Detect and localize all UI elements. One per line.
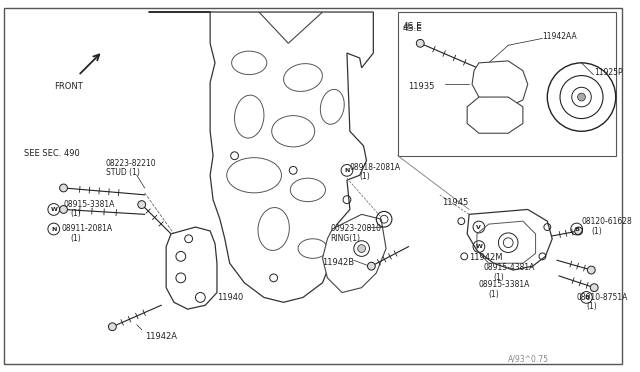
Text: (1): (1) (70, 209, 81, 218)
Text: SEE SEC. 490: SEE SEC. 490 (24, 149, 80, 158)
Text: N: N (51, 227, 56, 231)
Text: 00923-20810: 00923-20810 (330, 224, 381, 233)
Circle shape (367, 262, 375, 270)
Ellipse shape (321, 89, 344, 124)
Polygon shape (148, 12, 373, 302)
Text: 08223-82210: 08223-82210 (106, 158, 156, 168)
Text: 08915-3381A: 08915-3381A (63, 200, 115, 209)
Ellipse shape (291, 178, 326, 202)
Text: (1): (1) (493, 273, 504, 282)
Text: FRONT: FRONT (54, 83, 83, 92)
Ellipse shape (232, 51, 267, 74)
Text: 08010-8751A: 08010-8751A (577, 292, 628, 302)
Circle shape (138, 201, 146, 208)
Text: 11942M: 11942M (469, 253, 502, 262)
Text: 08918-2081A: 08918-2081A (350, 163, 401, 171)
Circle shape (60, 184, 67, 192)
Text: 08120-61628: 08120-61628 (582, 217, 632, 226)
Ellipse shape (272, 116, 315, 147)
Circle shape (109, 323, 116, 331)
Text: 4S.E: 4S.E (403, 22, 422, 31)
Text: 4S.E: 4S.E (403, 24, 422, 33)
Text: 11942A: 11942A (145, 331, 177, 341)
Text: 11925P: 11925P (594, 68, 623, 77)
Circle shape (578, 93, 586, 101)
Text: RING(1): RING(1) (330, 234, 360, 243)
Bar (398, 12, 616, 156)
Text: W: W (476, 244, 483, 249)
Text: 08915-3381A: 08915-3381A (479, 280, 531, 289)
Ellipse shape (284, 64, 323, 92)
Circle shape (588, 266, 595, 274)
Text: 11942AA: 11942AA (543, 32, 577, 41)
Text: B: B (574, 227, 579, 231)
Polygon shape (323, 214, 386, 292)
Circle shape (575, 227, 582, 235)
Text: (1): (1) (591, 227, 602, 236)
Text: (1): (1) (70, 234, 81, 243)
Text: A/93^0.75: A/93^0.75 (508, 354, 549, 363)
Text: 08911-2081A: 08911-2081A (61, 224, 113, 233)
Circle shape (590, 284, 598, 292)
Text: B: B (584, 295, 589, 300)
Text: (1): (1) (360, 172, 371, 181)
Polygon shape (472, 61, 528, 107)
Text: 11940: 11940 (217, 292, 243, 302)
Polygon shape (467, 209, 552, 270)
Text: V: V (476, 225, 481, 230)
Circle shape (358, 245, 365, 253)
Text: (1): (1) (489, 289, 499, 299)
Text: W: W (51, 207, 57, 212)
Ellipse shape (227, 158, 282, 193)
Text: 08915-4381A: 08915-4381A (484, 263, 535, 272)
Text: 11935: 11935 (408, 83, 435, 92)
Text: N: N (344, 168, 349, 173)
Polygon shape (467, 97, 523, 133)
Circle shape (417, 39, 424, 47)
Text: 11942B: 11942B (323, 258, 355, 267)
Polygon shape (166, 227, 217, 309)
Text: (1): (1) (586, 302, 597, 311)
Ellipse shape (298, 239, 328, 258)
Ellipse shape (234, 95, 264, 138)
Ellipse shape (258, 208, 289, 250)
Text: STUD (1): STUD (1) (106, 169, 140, 177)
Circle shape (60, 206, 67, 214)
Text: 11945: 11945 (442, 198, 468, 207)
